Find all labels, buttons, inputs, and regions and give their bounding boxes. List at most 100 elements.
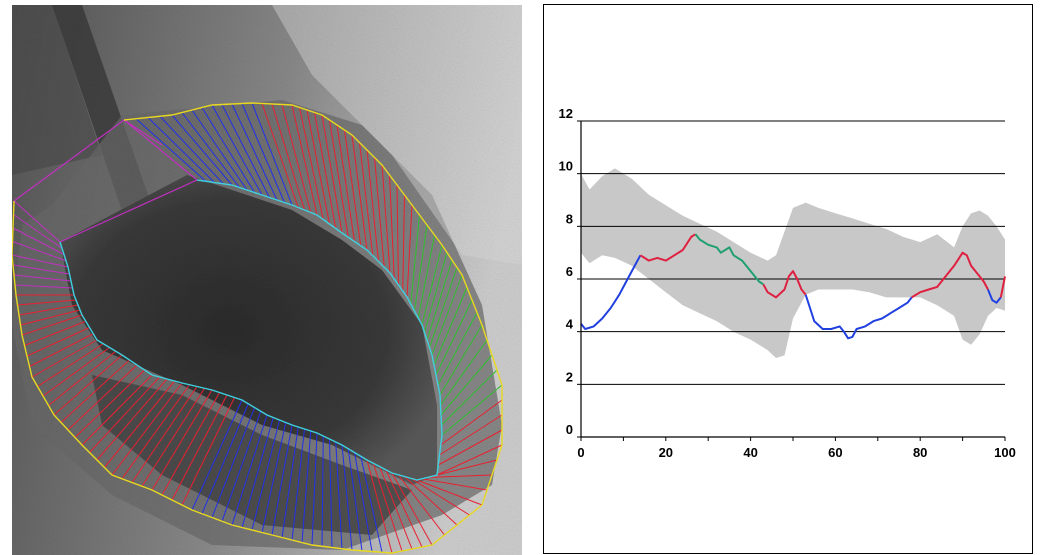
chord-line [438, 429, 503, 466]
outer-contour [12, 102, 503, 554]
chord-line [281, 426, 299, 538]
chord-line [221, 104, 270, 198]
chord-line [31, 339, 98, 378]
chord-line [221, 411, 262, 522]
chord-line [366, 459, 393, 554]
chord-line [306, 109, 330, 225]
chord-line [111, 382, 183, 476]
chord-line [241, 417, 274, 528]
chord-line [299, 107, 324, 220]
chord-line [131, 386, 198, 483]
y-tick-label: 12 [559, 106, 573, 121]
y-tick-label: 6 [566, 264, 573, 279]
chord-line [271, 103, 305, 211]
chord-line [359, 142, 374, 256]
chord-line [18, 304, 79, 316]
x-tick-label: 0 [577, 445, 584, 460]
chord-line [17, 299, 77, 306]
chord-line [13, 200, 61, 243]
chord-line [151, 389, 213, 491]
chord-line [13, 274, 72, 282]
chord-line [311, 432, 318, 546]
chord-line [374, 157, 385, 268]
chord-line [281, 104, 312, 213]
chord-line [354, 452, 373, 552]
chord-line [42, 347, 110, 397]
series-line [639, 233, 697, 262]
series-line [580, 254, 642, 330]
series-line [987, 289, 1002, 304]
chord-line [261, 103, 299, 208]
chord-line [291, 428, 305, 541]
chord-line [435, 299, 473, 376]
chord-line [231, 414, 268, 526]
chord-line [379, 466, 413, 550]
chord-line [344, 129, 362, 246]
chord-line [366, 149, 379, 262]
y-tick-label: 8 [566, 211, 573, 226]
x-tick-label: 40 [743, 445, 757, 460]
chord-line [53, 354, 123, 416]
chord-line [159, 115, 224, 185]
chord-line [201, 107, 255, 193]
magenta-segment [123, 119, 163, 146]
chord-line [321, 114, 343, 234]
chord-line [48, 350, 117, 406]
chord-line [261, 422, 287, 533]
magenta-segment [13, 119, 199, 243]
chord-line [171, 394, 228, 501]
chord-line [372, 463, 403, 552]
chord-line [341, 444, 353, 551]
chord-line [439, 324, 483, 396]
chord-line [440, 354, 493, 416]
chord-line [437, 312, 478, 386]
chord-line [414, 224, 428, 312]
x-tick-label: 60 [828, 445, 842, 460]
chord-line [391, 472, 433, 546]
y-tick-label: 10 [559, 159, 573, 174]
y-tick-label: 4 [566, 317, 574, 332]
inner-contour [59, 179, 443, 481]
chord-line [389, 174, 395, 280]
chord-line [335, 441, 343, 549]
chord-line [417, 234, 435, 319]
series-line [804, 294, 913, 340]
chord-line [211, 104, 263, 196]
chord-line [251, 102, 293, 206]
chord-line [14, 284, 73, 289]
chord-line [231, 103, 278, 201]
chord-line [181, 112, 240, 188]
chord-line [421, 478, 488, 491]
chord-line [426, 259, 453, 341]
x-tick-label: 100 [994, 445, 1016, 460]
chord-line [402, 194, 405, 292]
chord-line [12, 227, 65, 255]
chord-line [431, 274, 463, 356]
chord-line [89, 376, 160, 453]
chord-line [351, 134, 368, 251]
chord-line [336, 124, 355, 242]
chord-line [67, 364, 138, 431]
chord-line [426, 474, 493, 478]
series-line [762, 270, 807, 299]
chord-line [211, 407, 255, 518]
chord-line [60, 359, 130, 423]
chord-line [271, 424, 293, 536]
series-line [999, 276, 1006, 298]
chord-line [161, 392, 220, 496]
chord-line [406, 204, 413, 298]
chord-line [141, 387, 205, 487]
chord-line [191, 399, 243, 511]
chord-line [396, 184, 399, 286]
chord-line [347, 448, 363, 551]
chord-line [433, 287, 468, 366]
chord-line [121, 384, 190, 480]
chord-line [381, 164, 391, 274]
chord-line [439, 414, 503, 456]
chord-line [436, 444, 503, 476]
chord-line [74, 369, 145, 438]
chord-line [360, 456, 383, 553]
chord-line [29, 333, 94, 367]
range-band [581, 168, 1005, 358]
